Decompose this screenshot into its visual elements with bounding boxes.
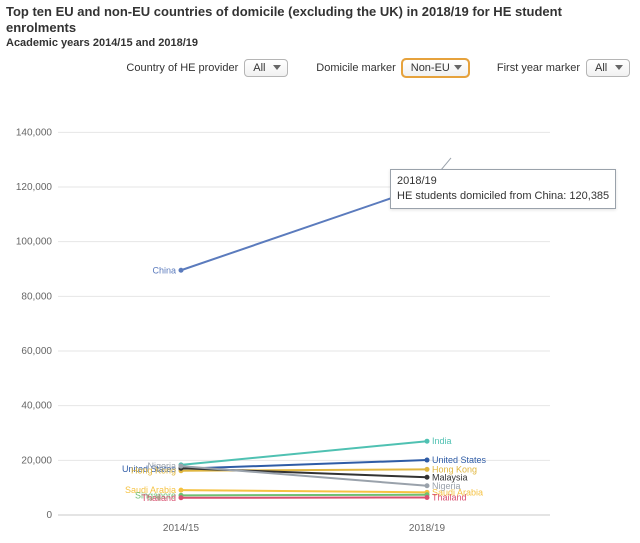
dropdown-value: All [253,62,265,74]
dropdown-country-provider[interactable]: All [244,59,288,77]
dropdown-value: All [595,62,607,74]
dropdown-domicile-marker[interactable]: Non-EU [402,59,469,77]
control-label-domicile-marker: Domicile marker [316,62,395,74]
series-end-label: India [432,436,452,446]
control-domicile-marker: Domicile marker Non-EU [316,59,469,77]
control-country-provider: Country of HE provider All [126,59,288,77]
control-label-first-year-marker: First year marker [497,62,580,74]
tooltip-line-2: HE students domiciled from China: 120,38… [397,189,609,204]
series-start-label: China [152,265,176,275]
page-subtitle: Academic years 2014/15 and 2018/19 [6,37,634,51]
svg-text:40,000: 40,000 [21,401,52,412]
tooltip-line-1: 2018/19 [397,174,609,189]
svg-text:20,000: 20,000 [21,455,52,466]
svg-text:2014/15: 2014/15 [163,523,200,534]
series-start-label: Nigeria [147,461,176,471]
chevron-down-icon [615,65,623,70]
svg-text:0: 0 [46,510,52,521]
series-end-label: Thailand [432,492,467,502]
control-label-country-provider: Country of HE provider [126,62,238,74]
page-title: Top ten EU and non-EU countries of domic… [6,4,634,35]
line-chart: 0 20,000 40,000 60,000 80,000 100,000 120,000 1… [0,83,640,543]
chevron-down-icon [454,65,462,70]
svg-text:60,000: 60,000 [21,346,52,357]
controls-row: Country of HE provider All Domicile mark… [0,53,640,83]
svg-text:120,000: 120,000 [16,182,53,193]
svg-text:2018/19: 2018/19 [409,523,446,534]
dropdown-value: Non-EU [411,62,450,74]
svg-text:140,000: 140,000 [16,127,53,138]
control-first-year-marker: First year marker All [497,59,630,77]
chart-area: 0 20,000 40,000 60,000 80,000 100,000 120,000 1… [0,83,640,543]
series-start-label: Thailand [141,493,176,503]
chevron-down-icon [273,65,281,70]
chart-tooltip: 2018/19 HE students domiciled from China… [390,169,616,209]
svg-text:80,000: 80,000 [21,291,52,302]
dropdown-first-year-marker[interactable]: All [586,59,630,77]
series-line-singapore [181,495,427,496]
svg-text:100,000: 100,000 [16,237,53,248]
